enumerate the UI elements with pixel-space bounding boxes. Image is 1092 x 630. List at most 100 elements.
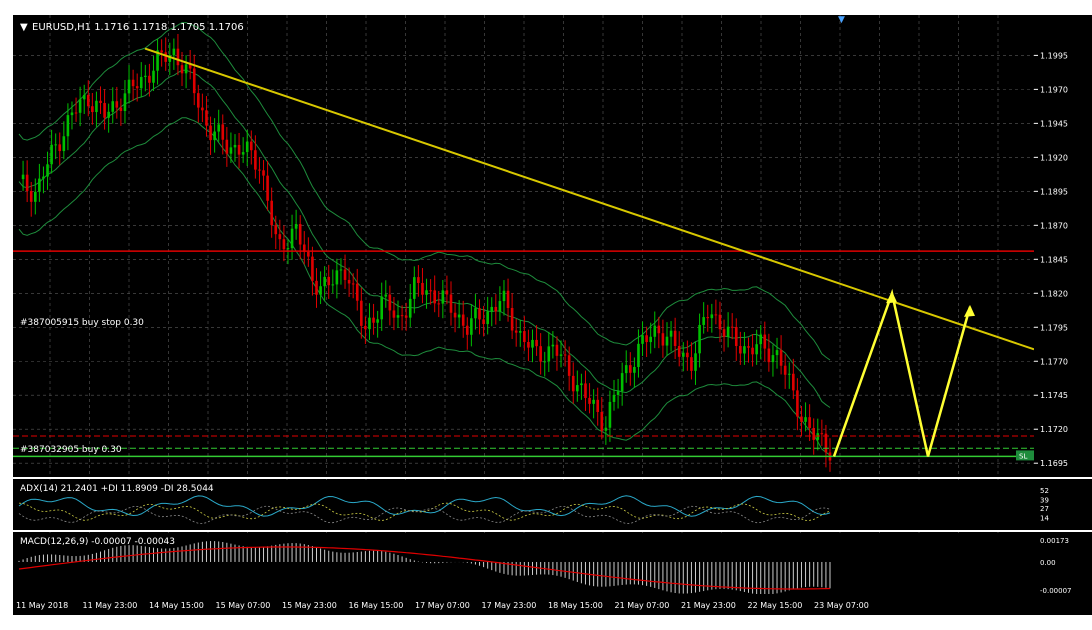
candle-body (694, 353, 697, 371)
candle-body (681, 352, 685, 357)
candle-body (164, 52, 168, 62)
candle-body (148, 75, 151, 83)
macd-signal-line (18, 546, 831, 590)
candle-body (233, 144, 237, 148)
candle-body (494, 306, 498, 312)
candle-body (653, 325, 657, 337)
candle-body (645, 335, 648, 343)
candle-body (739, 345, 742, 354)
shift-marker-icon[interactable]: ▼ (838, 15, 845, 25)
price-axis-ticks: 1.1995 1.1970 1.1945 1.1920 1.1895 1.1870 1.18… (1034, 51, 1068, 468)
candle-body (726, 326, 730, 337)
candle-body (706, 317, 710, 319)
candle-body (396, 315, 400, 318)
order-label-buy[interactable]: #387032905 buy 0.30 (20, 445, 122, 455)
candle-body (437, 303, 441, 305)
time-label: 16 May 15:00 (349, 601, 404, 610)
candle-body (527, 342, 530, 348)
candle-body (641, 335, 644, 344)
candle-body (576, 385, 579, 392)
candle-body (820, 433, 824, 435)
candle-body (445, 290, 449, 295)
candle-body (555, 344, 559, 356)
macd-histogram (18, 541, 831, 595)
candle-body (78, 99, 82, 113)
adx-minus-di-line (18, 505, 831, 524)
chart-dropdown-icon[interactable]: ▼ (20, 22, 28, 33)
candle-body (217, 124, 220, 132)
price-tick-label: 1.1720 (1040, 425, 1068, 434)
candle-body (42, 176, 45, 179)
adx-lines (18, 495, 831, 524)
candle-body (360, 300, 363, 326)
candle-body (266, 175, 269, 201)
band-middle (18, 69, 831, 408)
adx-panel[interactable] (13, 480, 1034, 530)
trendline[interactable] (144, 47, 1035, 351)
candle-body (792, 373, 795, 391)
candle-body (567, 355, 571, 376)
candle-body (506, 290, 510, 309)
candle-body (372, 317, 375, 323)
macd-panel[interactable] (13, 533, 1034, 593)
candle-body (302, 244, 306, 252)
time-label: 14 May 15:00 (149, 601, 204, 610)
candle-body (796, 390, 799, 417)
candle-body (665, 336, 669, 346)
price-panel[interactable] (13, 15, 1034, 477)
candle-body (465, 325, 469, 335)
candle-body (339, 269, 343, 271)
candle-body (249, 141, 253, 151)
candle-body (649, 336, 652, 343)
candle-body (759, 334, 763, 345)
candle-body (58, 144, 62, 152)
candle-body (747, 346, 750, 348)
price-tick-label: 1.1895 (1040, 187, 1068, 196)
candle-body (180, 65, 184, 74)
candle-body (787, 373, 791, 375)
candle-body (592, 399, 595, 404)
candle-body (816, 433, 820, 440)
candle-body (351, 283, 355, 285)
candle-body (50, 144, 53, 165)
macd-tick-label: 0.00173 (1040, 537, 1069, 545)
candle-body (270, 200, 273, 226)
candle-body (221, 124, 225, 140)
candle-body (319, 286, 322, 295)
candle-body (543, 361, 547, 363)
adx-tick-label: 52 (1040, 487, 1049, 495)
candle-body (197, 93, 200, 108)
candle-body (54, 144, 57, 146)
candle-body (478, 308, 481, 320)
macd-label: MACD(12,26,9) -0.00007 -0.00043 (20, 537, 175, 547)
time-label: 15 May 07:00 (216, 601, 271, 610)
candle-body (518, 331, 522, 333)
candle-body (730, 326, 734, 328)
candle-body (584, 383, 587, 398)
candle-body (743, 346, 746, 354)
candle-body (486, 311, 489, 325)
candle-body (763, 334, 767, 349)
candle-body (673, 330, 677, 346)
adx-label: ADX(14) 21.2401 +DI 11.8909 -DI 28.5044 (20, 484, 214, 494)
time-label: 11 May 2018 (16, 601, 68, 610)
time-axis (13, 594, 1092, 615)
projection-path (832, 288, 972, 457)
candle-body (139, 76, 143, 89)
order-label-buy-stop[interactable]: #387005915 buy stop 0.30 (20, 318, 144, 328)
candle-body (355, 283, 359, 301)
projection-arrows (832, 288, 975, 457)
candle-body (425, 290, 428, 295)
candle-body (245, 141, 249, 153)
candle-body (282, 239, 286, 250)
candle-body (225, 139, 229, 154)
candle-body (368, 317, 371, 330)
candle-body (229, 147, 233, 154)
candle-body (74, 112, 78, 114)
price-tick-label: 1.1870 (1040, 221, 1068, 230)
candle-body (417, 277, 420, 283)
candle-body (176, 48, 180, 66)
candle-body (690, 357, 693, 371)
candle-body (294, 224, 298, 229)
